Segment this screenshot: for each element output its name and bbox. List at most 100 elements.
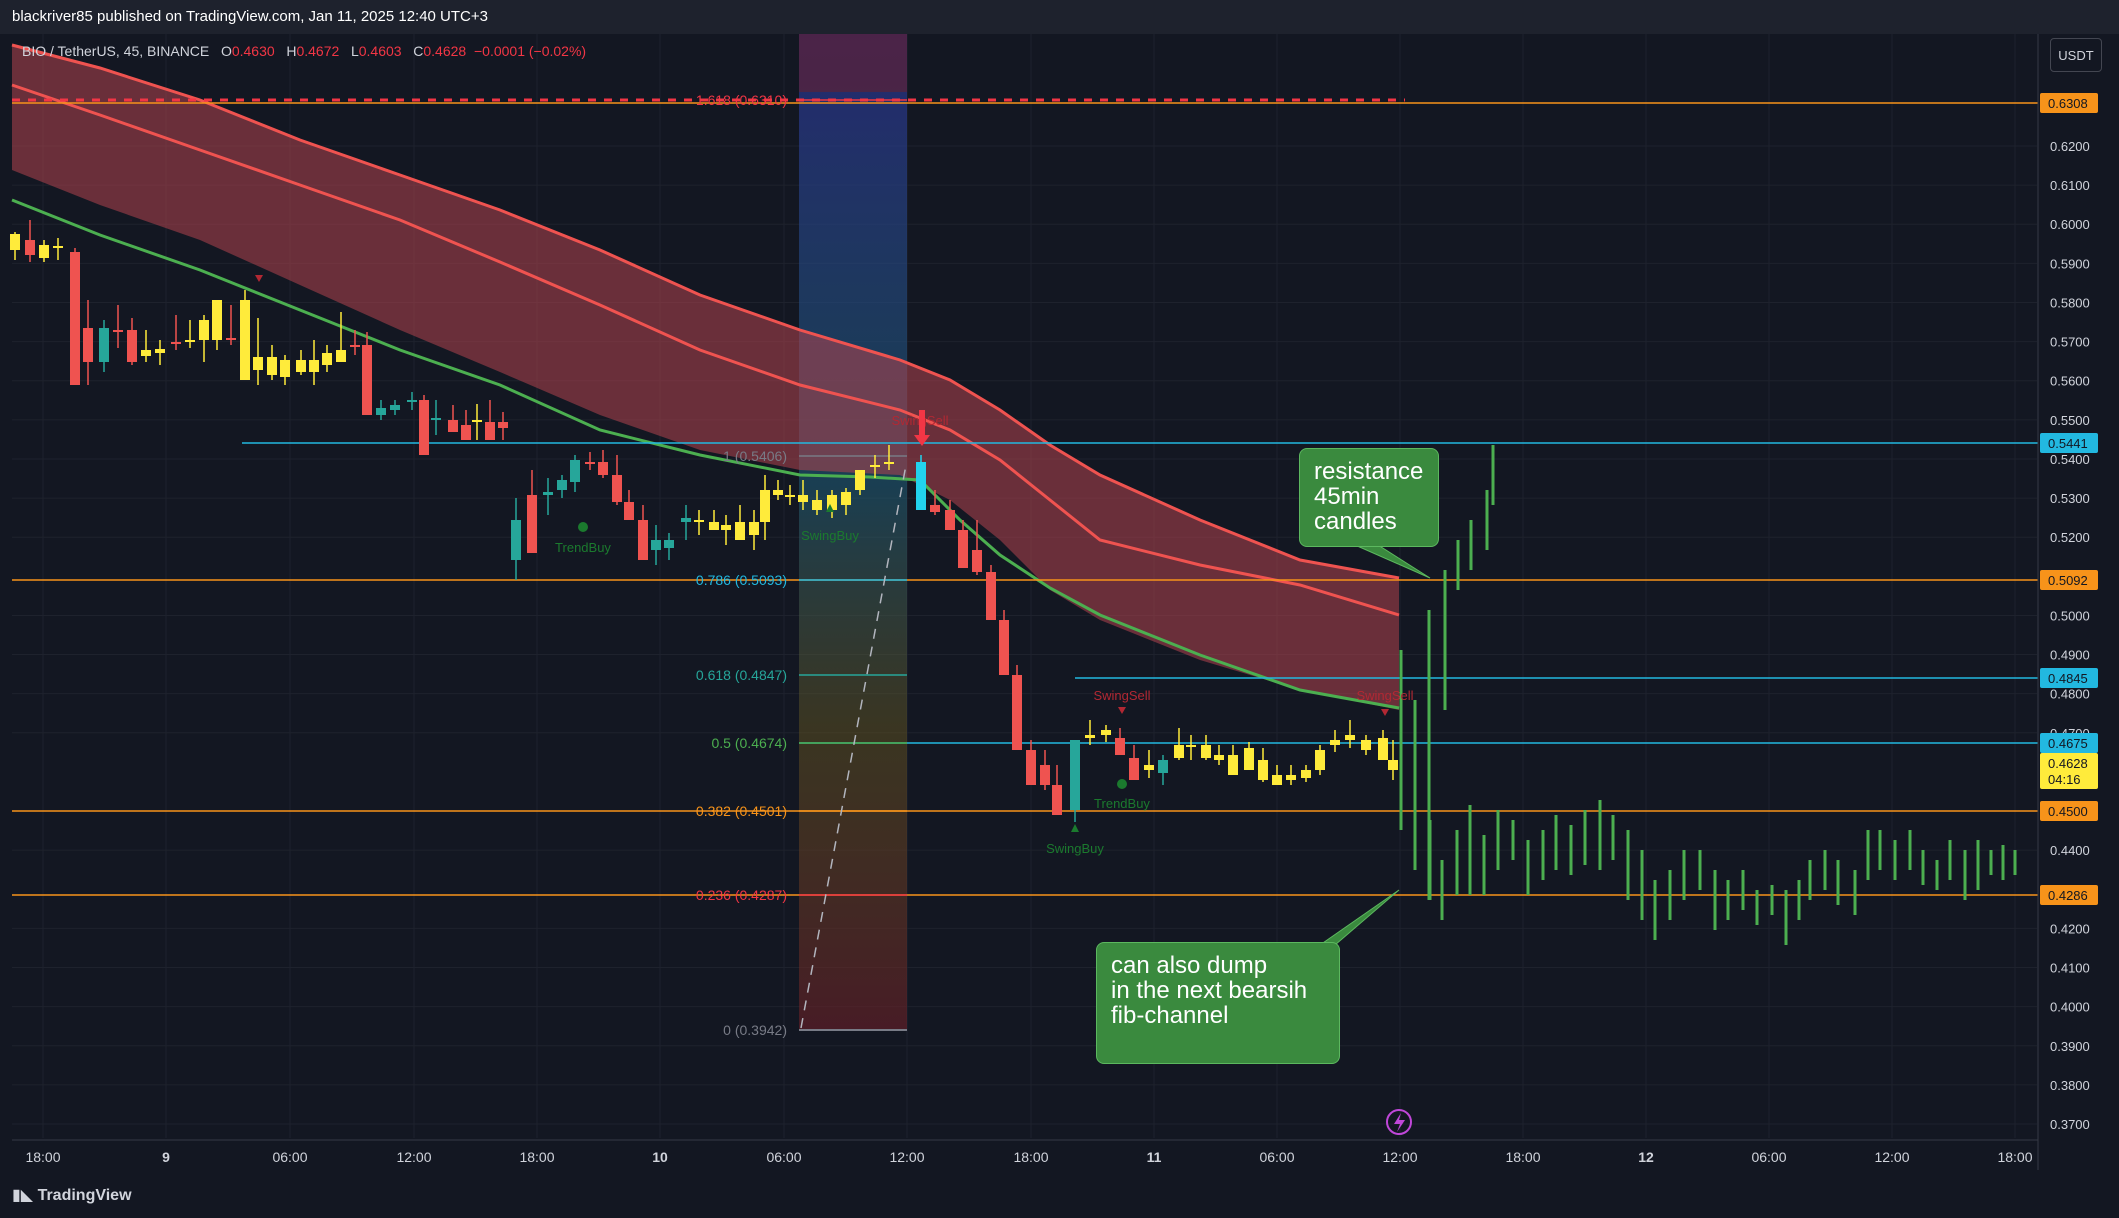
lightning-icon[interactable] [1386,1109,1412,1135]
candles[interactable] [10,220,1398,822]
x-tick-label: 06:00 [766,1149,801,1165]
y-axis[interactable]: 0.6200 0.6100 0.6000 0.5900 0.5800 0.5700 0.56… [2040,93,2098,1132]
y-tick-label: 0.3800 [2050,1078,2090,1093]
candle-body [585,462,595,464]
candle-body [624,502,634,520]
candle-body [1330,740,1340,745]
candle-body [83,328,93,362]
y-tick-label: 0.5000 [2050,608,2090,623]
candle-body [785,495,795,497]
price-badge-label: 0.5092 [2048,573,2088,588]
candle-body [240,300,250,380]
candle-body [812,500,822,510]
candle-body [1101,730,1111,735]
fib-retracement-band [799,34,907,1030]
candle-body [1186,745,1196,747]
candle-body [1012,675,1022,750]
y-tick-label: 0.5800 [2050,295,2090,310]
candle-body [1361,740,1371,750]
x-tick-label: 9 [162,1149,170,1165]
fib-label: 0.618 (0.4847) [696,667,787,683]
x-tick-label: 11 [1147,1149,1162,1165]
candle-body [127,330,137,362]
price-badge-bg [2040,885,2098,905]
tv-logo-icon: ▮◣ [12,1187,38,1204]
price-badge-bg [2040,668,2098,688]
candle-body [638,520,648,560]
tradingview-logo[interactable]: ▮◣ TradingView [12,1185,132,1205]
price-badge-bg [2040,433,2098,453]
candle-body [141,350,151,356]
fib-label: 1.618 (0.6310) [696,92,787,108]
candle-body [598,462,608,475]
candle-body [1040,765,1050,785]
fib-label: 0 (0.3942) [723,1022,787,1038]
swingsell-arrow-icon [914,435,930,446]
price-badge-bg [2040,93,2098,113]
candle-body [267,357,277,375]
y-tick-label: 0.3900 [2050,1039,2090,1054]
candle-body [498,422,508,428]
candle-body [226,338,236,340]
candle-body [1315,750,1325,770]
swingsell-arrow-icon [1118,707,1126,714]
brand-name: TradingView [37,1187,132,1204]
candle-body [1158,760,1168,773]
candle-body [1070,740,1080,810]
price-badge: 0.4675 [2040,733,2098,753]
fib-label: 0.236 (0.4287) [696,887,787,903]
candle-body [461,425,471,440]
high-label: H [286,43,297,59]
candle-body [1129,758,1139,780]
candle-body [280,360,290,377]
candle-body [1214,755,1224,760]
trendbuy-dot-icon [578,522,588,532]
candle-body [972,550,982,572]
candle-body [155,349,165,353]
candle-body [1201,745,1211,758]
x-tick-label: 10 [652,1149,668,1165]
candle-body [511,520,521,560]
candle-body [1115,738,1125,755]
candle-body [612,475,622,502]
candle-body [721,525,731,530]
trendbuy-dot-icon [1117,779,1127,789]
swingbuy-arrow-icon [1071,824,1079,832]
candle-body [53,246,63,248]
high-value: 0.4672 [296,43,340,59]
signal-label: SwingSell [1356,688,1413,703]
candle-body [1286,775,1296,780]
callout-dump[interactable]: can also dump in the next bearsih fib-ch… [1096,942,1340,1064]
candle-body [199,320,209,340]
y-tick-label: 0.4000 [2050,1000,2090,1015]
y-tick-label: 0.6000 [2050,217,2090,232]
x-tick-label: 12:00 [1382,1149,1417,1165]
x-tick-label: 12:00 [889,1149,924,1165]
x-tick-label: 12:00 [396,1149,431,1165]
low-label: L [350,43,359,59]
price-badge: 04:16 [2040,769,2098,789]
candle-body [1052,785,1062,815]
x-tick-label: 06:00 [1751,1149,1786,1165]
channel-upper-line [11,43,1400,580]
x-axis[interactable]: 18:00 9 06:00 12:00 18:00 10 06:00 12:00 18:00 11… [25,1149,2032,1165]
price-badge-label: 04:16 [2048,772,2081,787]
y-tick-label: 0.6200 [2050,139,2090,154]
price-badge-label: 0.4628 [2048,756,2088,771]
candle-body [336,350,346,362]
symbol-legend[interactable]: BIO / TetherUS, 45, BINANCE O0.4630 H0.4… [22,43,586,59]
callout-resistance[interactable]: resistance 45min candles [1299,448,1439,547]
currency-button[interactable]: USDT [2050,38,2102,72]
candle-body [986,572,996,620]
candle-body [930,505,940,512]
candle-body [841,492,851,505]
horizontal-levels [12,98,2038,1031]
candle-body [527,495,537,553]
candle-body [1228,755,1238,775]
y-tick-label: 0.4400 [2050,843,2090,858]
candle-body [350,345,360,347]
signal-label: TrendBuy [1094,796,1150,811]
price-badge: 0.5441 [2040,433,2098,453]
price-badge-bg [2040,733,2098,753]
